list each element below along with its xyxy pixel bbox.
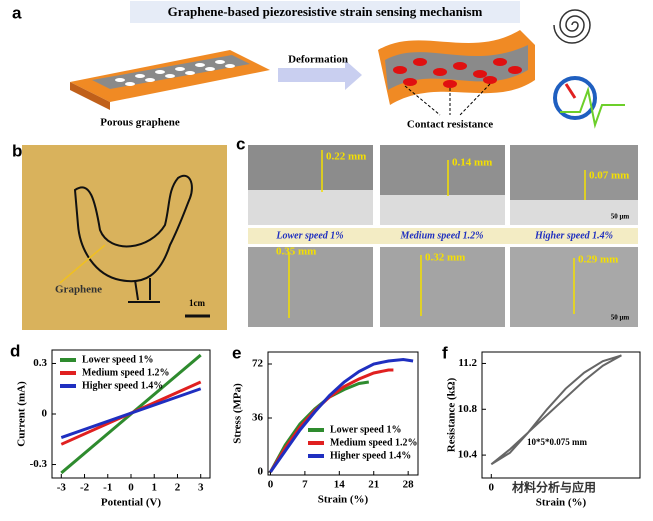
x-tick-label: 2 <box>175 482 181 494</box>
watermark: 材料分析与应用 <box>511 480 596 495</box>
plot-frame <box>481 351 641 479</box>
series-line <box>269 357 414 473</box>
x-tick-label: 14 <box>334 479 346 491</box>
legend-label: Higher speed 1.4% <box>330 450 411 461</box>
x-tick-label: 3 <box>198 482 204 494</box>
scale-label: 50 μm <box>611 314 630 322</box>
x-tick-label: 28 <box>403 479 415 491</box>
y-tick-label: 11.2 <box>458 357 477 369</box>
y-tick-label: 0 <box>258 466 264 478</box>
y-tick-label: 36 <box>252 412 264 424</box>
height-label: 0.32 mm <box>425 252 465 264</box>
y-axis-label: Resistance (kΩ) <box>446 377 458 452</box>
photo <box>22 145 227 330</box>
title: Graphene-based piezoresistive strain sen… <box>168 4 483 19</box>
x-tick-label: 0 <box>128 482 134 494</box>
sem-image <box>380 247 505 327</box>
legend-label: Lower speed 1% <box>82 354 153 365</box>
height-label: 0.07 mm <box>589 170 629 182</box>
caption: Porous graphene <box>100 117 180 129</box>
speed-band <box>248 228 638 244</box>
arrow <box>278 60 362 90</box>
legend-label: Medium speed 1.2% <box>330 437 418 448</box>
y-tick-label: 72 <box>252 358 264 370</box>
height-label: 0.14 mm <box>452 157 492 169</box>
sem-substrate <box>380 195 505 225</box>
caption: Contact resistance <box>407 119 493 131</box>
x-tick-label: 0 <box>268 479 274 491</box>
pores <box>115 60 235 86</box>
arrow-label: Deformation <box>288 54 348 66</box>
panel-label: d <box>10 341 20 360</box>
x-tick-label: -3 <box>57 482 67 494</box>
slab-side <box>70 82 110 110</box>
sem-substrate <box>510 200 638 225</box>
sem-image <box>248 247 373 327</box>
panel-label: b <box>12 141 22 160</box>
pointer-label: Graphene <box>55 284 102 296</box>
y-axis-label: Current (mA) <box>16 381 28 447</box>
panel-label: c <box>236 134 245 153</box>
scale-label: 1cm <box>189 298 205 308</box>
sem-substrate <box>248 190 373 225</box>
y-tick-label: 0 <box>42 408 48 420</box>
panel-b: b Graphene 1cm <box>12 141 227 330</box>
y-tick-label: 10.4 <box>458 449 478 461</box>
rooster-outline <box>73 174 193 283</box>
spiral-icon <box>553 9 591 44</box>
panel-label: e <box>232 343 241 362</box>
y-tick-label: 0.3 <box>33 357 47 369</box>
panel-label: a <box>12 3 22 22</box>
graphene-band <box>92 55 250 89</box>
height-label: 0.29 mm <box>578 254 618 266</box>
annotation: 10*5*0.075 mm <box>527 437 587 447</box>
x-tick-label: 7 <box>302 479 308 491</box>
y-tick-label: -0.3 <box>30 458 48 470</box>
legend-label: Higher speed 1.4% <box>82 380 163 391</box>
plot-frame <box>267 351 419 476</box>
panel-c: c 0.22 mm 0.14 mm 0.07 mm 0.35 mm 0.32 m… <box>236 134 638 327</box>
height-label: 0.22 mm <box>326 151 366 163</box>
x-tick-label: -1 <box>103 482 112 494</box>
title-box <box>130 1 520 23</box>
series-line <box>60 387 202 439</box>
gauge-needle <box>564 83 577 99</box>
x-axis-label: Strain (%) <box>318 494 369 506</box>
x-axis-label: Strain (%) <box>536 497 587 509</box>
scale-label: 50 μm <box>611 213 630 221</box>
y-axis-label: Stress (MPa) <box>232 383 244 444</box>
x-tick-label: 0 <box>489 482 495 494</box>
panel-a: a Graphene-based piezoresistive strain s… <box>12 1 625 131</box>
series-line <box>490 354 622 466</box>
rooster-legs <box>128 278 160 303</box>
series-line <box>269 368 394 473</box>
height-labels: 0.22 mm 0.14 mm 0.07 mm 0.35 mm 0.32 mm … <box>276 151 629 266</box>
gauge-icon <box>553 76 597 120</box>
legend-label: Medium speed 1.2% <box>82 367 170 378</box>
y-tick-label: 10.8 <box>458 403 478 415</box>
x-tick-label: 1 <box>151 482 157 494</box>
legend-label: Lower speed 1% <box>330 424 401 435</box>
x-tick-label: -2 <box>80 482 90 494</box>
x-tick-label: 21 <box>368 479 379 491</box>
pointer-lines <box>404 83 491 116</box>
speed-label: Lower speed 1% <box>275 230 343 241</box>
speed-label: Higher speed 1.4% <box>534 230 613 241</box>
x-axis-label: Potential (V) <box>101 497 162 509</box>
signal-icon <box>560 86 625 129</box>
height-label: 0.35 mm <box>276 246 316 258</box>
pointer <box>59 244 106 284</box>
panel-label: f <box>442 343 448 362</box>
height-arrows <box>288 150 586 318</box>
contacts <box>393 58 522 88</box>
speed-label: Medium speed 1.2% <box>399 230 483 241</box>
